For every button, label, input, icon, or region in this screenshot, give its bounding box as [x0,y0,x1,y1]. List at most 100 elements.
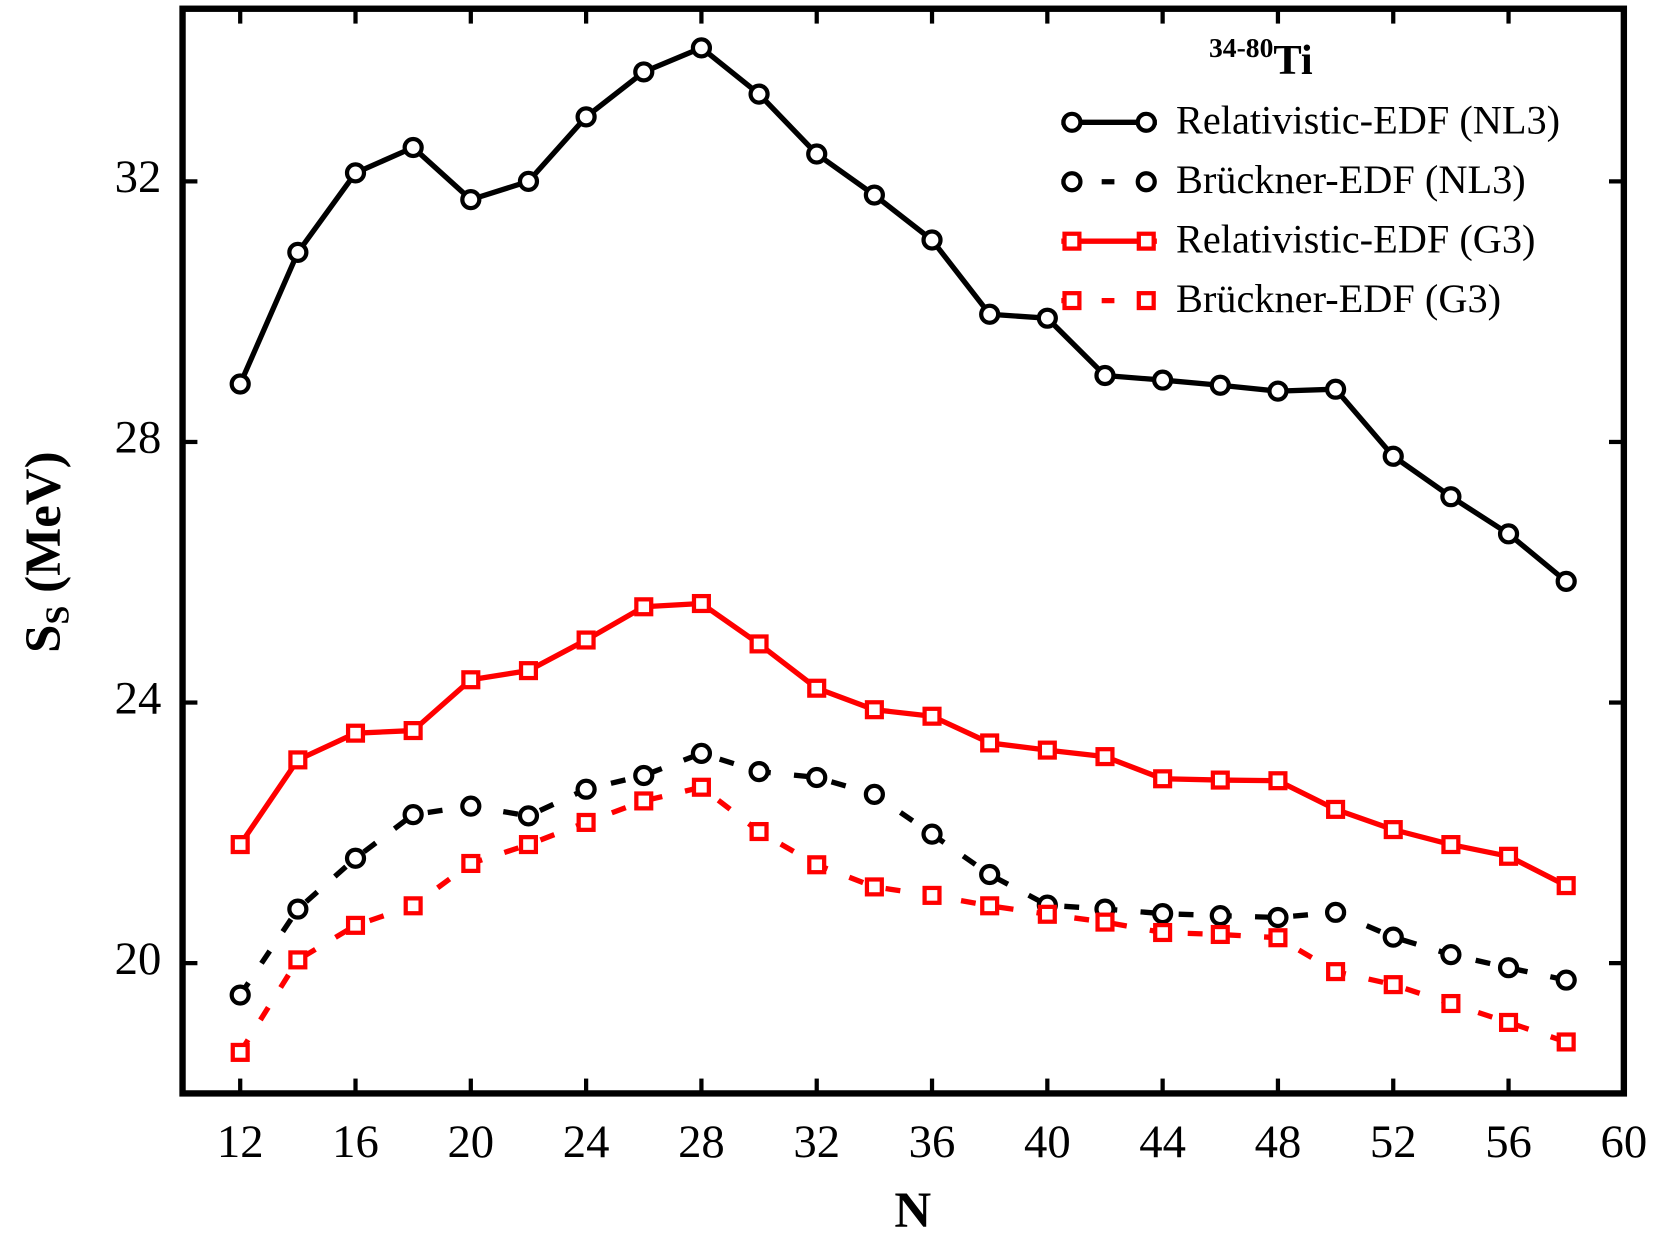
x-axis-label: N [894,1183,931,1239]
x-tick-label: 48 [1255,1116,1302,1168]
y-tick-label: 20 [115,933,162,985]
marker [1440,486,1462,508]
marker [402,803,424,826]
marker [517,805,540,827]
marker [863,783,885,806]
marker [287,241,309,263]
x-tick-label: 16 [332,1116,379,1168]
marker [1267,906,1289,929]
marker [403,721,423,741]
marker [1441,835,1461,855]
marker [979,863,1001,886]
plot-frame [179,5,1628,1097]
marker [749,634,769,654]
marker [1061,111,1083,133]
marker [517,170,540,192]
marker [460,795,482,817]
legend-label: Brückner-EDF (NL3) [1176,157,1526,202]
marker [691,777,711,797]
marker [1498,1012,1519,1032]
marker [1497,523,1520,545]
marker [922,706,942,726]
marker [1382,445,1404,467]
marker [230,835,250,855]
marker [690,742,713,764]
marker [634,597,654,617]
marker [1094,364,1116,387]
marker [979,303,1001,325]
marker [345,723,366,743]
marker [864,700,884,720]
marker [1383,820,1403,840]
y-tick-label: 28 [115,412,162,464]
marker [748,83,770,105]
y-tick-label: 24 [115,672,162,724]
marker [230,1042,250,1062]
x-tick-label: 60 [1601,1116,1648,1168]
marker [1153,922,1173,943]
marker [1095,912,1115,932]
marker [229,984,251,1006]
marker [288,950,308,970]
marker [576,812,596,832]
marker [1095,747,1115,767]
marker [1209,904,1231,927]
marker [749,821,769,842]
x-tick-label: 32 [793,1116,840,1168]
series-line [237,750,1567,997]
annotation: 34-80Ti [1209,33,1313,84]
marker [1441,993,1461,1014]
marker [1153,769,1173,789]
marker [1152,903,1174,925]
marker [460,189,482,211]
marker [518,661,539,681]
marker [690,37,713,59]
marker [921,823,943,845]
x-tick-label: 56 [1485,1116,1532,1168]
marker [1555,969,1577,991]
marker [1326,962,1346,982]
marker [1555,570,1577,592]
marker [691,593,711,614]
y-label-main: S [15,624,71,652]
marker [1037,740,1057,760]
marker [345,915,366,935]
marker [806,766,828,789]
marker [1061,171,1083,193]
legend-label: Relativistic-EDF (G3) [1176,217,1536,262]
x-tick-label: 40 [1024,1116,1071,1168]
marker [1136,231,1156,251]
marker [1152,369,1174,391]
marker [1037,904,1057,924]
marker [575,106,597,128]
marker [633,764,655,787]
marker [980,733,1000,753]
marker [1268,771,1288,791]
legend-label: Brückner-EDF (G3) [1176,276,1501,321]
marker [633,61,655,83]
marker [980,896,1000,916]
marker [634,791,654,811]
annotation-sup: 34-80 [1209,33,1273,64]
marker [1383,975,1403,995]
marker [1062,291,1082,311]
marker [1556,1032,1576,1052]
marker [922,885,942,905]
x-tick-label: 12 [217,1116,264,1168]
marker [461,670,481,690]
marker [748,760,770,783]
marker [402,136,424,159]
marker [1036,307,1058,329]
marker [288,750,308,770]
x-tick-label: 44 [1139,1116,1186,1168]
x-tick-label: 24 [563,1116,610,1168]
marker [1382,926,1404,948]
marker [576,630,596,650]
y-label-sub: S [39,606,76,625]
marker [575,778,597,800]
marker [403,896,423,916]
marker [461,853,481,874]
marker [807,678,827,698]
marker [344,162,367,184]
